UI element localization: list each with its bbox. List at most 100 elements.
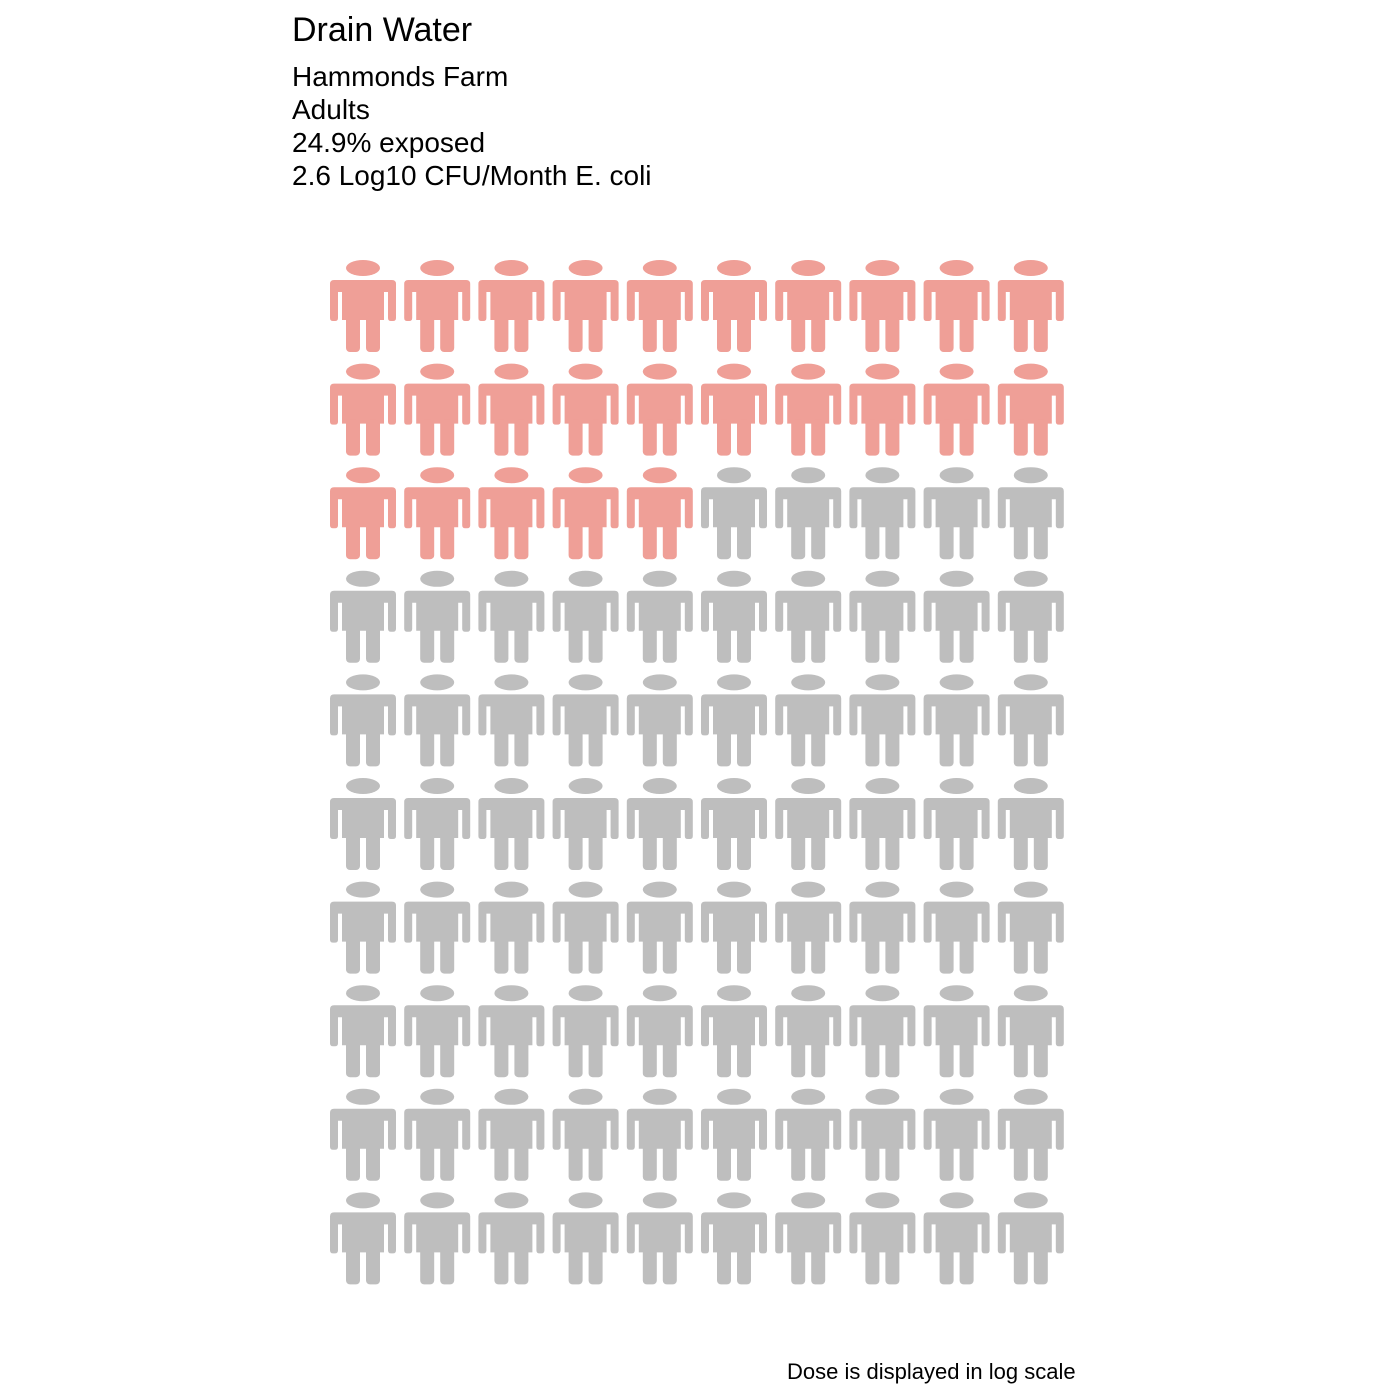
person-icon-exposed	[404, 467, 471, 560]
person-icon-unexposed	[923, 570, 990, 663]
person-icon-unexposed	[404, 570, 471, 663]
person-icon-unexposed	[923, 778, 990, 870]
person-icon-exposed	[330, 260, 396, 352]
person-icon-unexposed	[849, 985, 916, 1078]
person-icon-exposed	[701, 260, 767, 352]
person-icon-exposed	[552, 260, 619, 352]
person-icon-unexposed	[330, 985, 396, 1078]
person-icon-unexposed	[923, 1192, 990, 1285]
person-icon-unexposed	[626, 674, 693, 767]
person-icon-unexposed	[923, 1088, 990, 1181]
person-icon-unexposed	[552, 778, 619, 870]
person-icon-unexposed	[997, 778, 1064, 870]
person-icon-unexposed	[849, 1192, 916, 1285]
person-icon-unexposed	[997, 881, 1064, 974]
person-icon-exposed	[626, 467, 693, 560]
person-icon-unexposed	[478, 985, 545, 1078]
person-icon-unexposed	[701, 985, 767, 1078]
person-icon-unexposed	[404, 1192, 471, 1285]
person-icon-exposed	[701, 363, 767, 456]
person-icon-unexposed	[330, 778, 396, 870]
person-icon-unexposed	[997, 467, 1064, 560]
person-icon-unexposed	[478, 881, 545, 974]
person-icon-unexposed	[626, 1088, 693, 1181]
person-icon-unexposed	[404, 778, 471, 870]
person-icon-unexposed	[849, 778, 916, 870]
person-icon-exposed	[478, 363, 545, 456]
person-icon-exposed	[923, 260, 990, 352]
person-icon-unexposed	[775, 674, 842, 767]
person-icon-unexposed	[626, 570, 693, 663]
person-icon-unexposed	[923, 674, 990, 767]
person-icon-unexposed	[478, 778, 545, 870]
person-icon-exposed	[997, 363, 1064, 456]
person-icon-unexposed	[626, 881, 693, 974]
person-icon-unexposed	[330, 1192, 396, 1285]
chart-subtitle: Hammonds Farm Adults 24.9% exposed 2.6 L…	[292, 60, 652, 192]
person-icon-unexposed	[849, 674, 916, 767]
person-icon-unexposed	[849, 467, 916, 560]
person-icon-unexposed	[552, 1088, 619, 1181]
person-icon-exposed	[404, 363, 471, 456]
person-icon-exposed	[849, 363, 916, 456]
person-icon-unexposed	[923, 881, 990, 974]
person-icon-unexposed	[775, 881, 842, 974]
person-icon-exposed	[552, 467, 619, 560]
person-icon-unexposed	[404, 674, 471, 767]
person-icon-unexposed	[775, 778, 842, 870]
person-icon-unexposed	[330, 1088, 396, 1181]
person-icon-unexposed	[849, 1088, 916, 1181]
person-icon-unexposed	[701, 881, 767, 974]
person-icon-exposed	[849, 260, 916, 352]
person-icon-unexposed	[701, 1192, 767, 1285]
person-icon-exposed	[404, 260, 471, 352]
subtitle-dose: 2.6 Log10 CFU/Month E. coli	[292, 160, 652, 191]
person-icon-exposed	[330, 363, 396, 456]
person-icon-unexposed	[923, 985, 990, 1078]
person-icon-exposed	[923, 363, 990, 456]
person-icon-unexposed	[552, 674, 619, 767]
subtitle-exposure: 24.9% exposed	[292, 127, 486, 158]
person-icon-unexposed	[626, 778, 693, 870]
person-icon-unexposed	[775, 985, 842, 1078]
person-icon-exposed	[478, 467, 545, 560]
person-icon-unexposed	[478, 570, 545, 663]
chart-caption: Dose is displayed in log scale	[787, 1359, 1076, 1384]
person-icon-unexposed	[404, 985, 471, 1078]
person-icon-exposed	[626, 363, 693, 456]
person-icon-unexposed	[997, 985, 1064, 1078]
person-icon-unexposed	[849, 881, 916, 974]
person-icon-unexposed	[923, 467, 990, 560]
person-icon-unexposed	[330, 674, 396, 767]
person-icon-unexposed	[626, 985, 693, 1078]
person-icon-exposed	[330, 467, 396, 560]
person-icon-unexposed	[997, 1192, 1064, 1285]
person-icon-exposed	[626, 260, 693, 352]
person-icon-unexposed	[478, 1088, 545, 1181]
person-icon-unexposed	[701, 1088, 767, 1181]
person-icon-unexposed	[404, 881, 471, 974]
person-icon-unexposed	[775, 570, 842, 663]
person-icon-unexposed	[330, 570, 396, 663]
subtitle-population: Adults	[292, 94, 370, 125]
person-icon-unexposed	[701, 467, 767, 560]
person-icon-unexposed	[552, 881, 619, 974]
subtitle-location: Hammonds Farm	[292, 61, 509, 92]
person-icon-unexposed	[552, 985, 619, 1078]
person-icon-unexposed	[626, 1192, 693, 1285]
person-icon-unexposed	[701, 674, 767, 767]
person-icon-unexposed	[997, 570, 1064, 663]
person-icon-unexposed	[552, 1192, 619, 1285]
person-icon-unexposed	[997, 1088, 1064, 1181]
person-icon-unexposed	[478, 674, 545, 767]
person-icon-unexposed	[775, 1192, 842, 1285]
person-icon-unexposed	[997, 674, 1064, 767]
person-icon-unexposed	[478, 1192, 545, 1285]
person-icon-exposed	[775, 260, 842, 352]
person-icon-unexposed	[404, 1088, 471, 1181]
person-icon-unexposed	[775, 1088, 842, 1181]
person-icon-unexposed	[849, 570, 916, 663]
chart-title: Drain Water	[292, 11, 473, 49]
person-icon-exposed	[997, 260, 1064, 352]
